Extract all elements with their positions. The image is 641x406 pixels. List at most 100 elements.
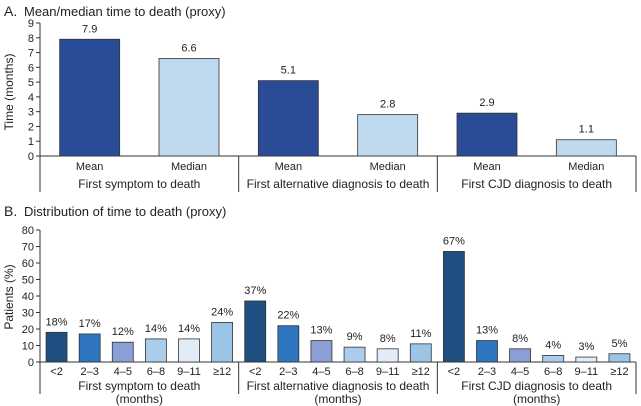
panel-a-y-tick-label: 0 (28, 151, 34, 163)
panel-b-bar (575, 356, 598, 363)
panel-a-y-tick-label: 2 (28, 121, 34, 133)
panel-b-bar (608, 353, 631, 363)
panel-a-y-tick-label: 7 (28, 48, 34, 60)
panel-b-category-label: 4–5 (114, 366, 132, 378)
panel-a-category-label: Mean (76, 161, 104, 173)
panel-a-y-tick-label: 1 (28, 136, 34, 148)
panel-a-category-label: Median (370, 161, 406, 173)
panel-b-y-tick-label: 20 (22, 324, 34, 336)
panel-b-bar (343, 346, 366, 363)
panel-b-bar-value-label: 8% (380, 333, 396, 345)
panel-b-bar (144, 338, 167, 363)
panel-b-category-label: 9–11 (575, 366, 599, 378)
panel-a-bar-value-label: 2.9 (479, 97, 494, 109)
panel-a-bar (257, 80, 319, 157)
panel-a-bar-value-label: 7.9 (82, 23, 97, 35)
panel-b-group-sublabel: (months) (314, 392, 361, 406)
panel-a-group-label: First symptom to death (78, 177, 200, 191)
panel-a-y-tick-label: 3 (28, 107, 34, 119)
panel-b-bar-value-label: 12% (112, 326, 134, 338)
panel-b-bar (409, 343, 432, 363)
panel-b-bar-value-label: 9% (347, 331, 363, 343)
panel-b-bar-value-label: 13% (476, 325, 498, 337)
panel-b-bar-value-label: 14% (178, 323, 200, 335)
panel-b-bar-value-label: 5% (611, 338, 627, 350)
panel-b-bar-value-label: 3% (578, 341, 594, 353)
panel-a-y-tick-label: 9 (28, 18, 34, 30)
panel-b-bar (111, 341, 134, 363)
panel-b-y-tick-label: 30 (22, 308, 34, 320)
panel-b-category-label: 6–8 (544, 366, 562, 378)
panel-a-bar (456, 112, 518, 157)
panel-b-category-label: 6–8 (147, 366, 165, 378)
panel-a-category-label: Median (568, 161, 604, 173)
panel-b-bar-value-label: 24% (211, 306, 233, 318)
panel-a-bar (158, 58, 220, 157)
panel-a-group-label: First alternative diagnosis to death (247, 177, 430, 191)
panel-b-category-label: ≥12 (412, 366, 430, 378)
panel-b-label: B. (4, 203, 17, 219)
panel-b-bar (78, 333, 101, 363)
panel-b-y-tick-label: 50 (22, 275, 34, 287)
panel-b-chart: B. Distribution of time to death (proxy)… (2, 203, 637, 406)
panel-a-bar-value-label: 1.1 (579, 124, 594, 136)
panel-b-category-label: 9–11 (376, 366, 400, 378)
panel-a-bar-value-label: 5.1 (281, 65, 296, 77)
panel-b-bar (542, 354, 565, 363)
panel-b-bar-value-label: 4% (545, 339, 561, 351)
panel-b-title: Distribution of time to death (proxy) (24, 204, 226, 219)
panel-b-bar-value-label: 67% (443, 235, 465, 247)
panel-a-bar-value-label: 2.8 (380, 99, 395, 111)
panel-b-bar-value-label: 37% (244, 285, 266, 297)
panel-b-category-label: ≥12 (213, 366, 231, 378)
panel-b-bar (310, 340, 333, 363)
panel-a-y-tick-label: 5 (28, 77, 34, 89)
panel-b-group-sublabel: (months) (513, 392, 560, 406)
panel-b-group-sublabel: (months) (116, 392, 163, 406)
panel-a-category-label: Mean (275, 161, 303, 173)
panel-b-bar-value-label: 18% (46, 316, 68, 328)
panel-b-category-label: 2–3 (279, 366, 297, 378)
panel-a-bar-value-label: 6.6 (181, 42, 196, 54)
panel-b-category-label: 2–3 (80, 366, 98, 378)
panel-b-group-label: First alternative diagnosis to death (247, 379, 430, 393)
panel-b-bar-value-label: 8% (512, 333, 528, 345)
panel-a-category-label: Mean (473, 161, 501, 173)
panel-a-label: A. (4, 3, 17, 19)
panel-b-y-tick-label: 40 (22, 291, 34, 303)
panel-b-bar (476, 340, 498, 363)
panel-b-bar (211, 321, 234, 363)
panel-b-category-label: 9–11 (177, 366, 201, 378)
panel-a-title: Mean/median time to death (proxy) (24, 4, 226, 19)
panel-a-y-tick-label: 6 (28, 62, 34, 74)
panel-b-category-label: 4–5 (312, 366, 330, 378)
panel-b-category-label: 2–3 (478, 366, 496, 378)
panel-a-group-label: First CJD diagnosis to death (461, 177, 612, 191)
panel-b-bar (376, 348, 399, 363)
panel-a-category-label: Median (171, 161, 207, 173)
panel-b-group-label: First symptom to death (78, 379, 200, 393)
panel-b-y-axis-label: Patients (%) (2, 264, 16, 329)
panel-b-bar (244, 300, 267, 363)
panel-a-y-tick-label: 4 (28, 92, 34, 104)
panel-b-category-label: 6–8 (345, 366, 363, 378)
panel-b-bar-value-label: 13% (310, 325, 332, 337)
panel-b-category-label: 4–5 (511, 366, 529, 378)
panel-b-y-tick-label: 70 (22, 242, 34, 254)
panel-b-category-label: <2 (249, 366, 262, 378)
panel-a-bar (555, 139, 617, 157)
panel-b-category-label: <2 (50, 366, 63, 378)
panel-b-bar (45, 331, 68, 363)
panel-b-category-label: <2 (448, 366, 461, 378)
panel-b-bar-value-label: 22% (277, 310, 299, 322)
panel-a-bar (357, 114, 419, 157)
panel-b-bar (277, 325, 300, 363)
panel-a-y-tick-label: 8 (28, 33, 34, 45)
panel-b-bar (178, 338, 200, 363)
panel-b-group-label: First CJD diagnosis to death (461, 379, 612, 393)
panel-b-bar-value-label: 14% (145, 323, 167, 335)
panel-a-y-axis-label: Time (months) (2, 54, 16, 131)
panel-b-bar (442, 251, 465, 363)
panel-b-y-tick-label: 80 (22, 225, 34, 237)
